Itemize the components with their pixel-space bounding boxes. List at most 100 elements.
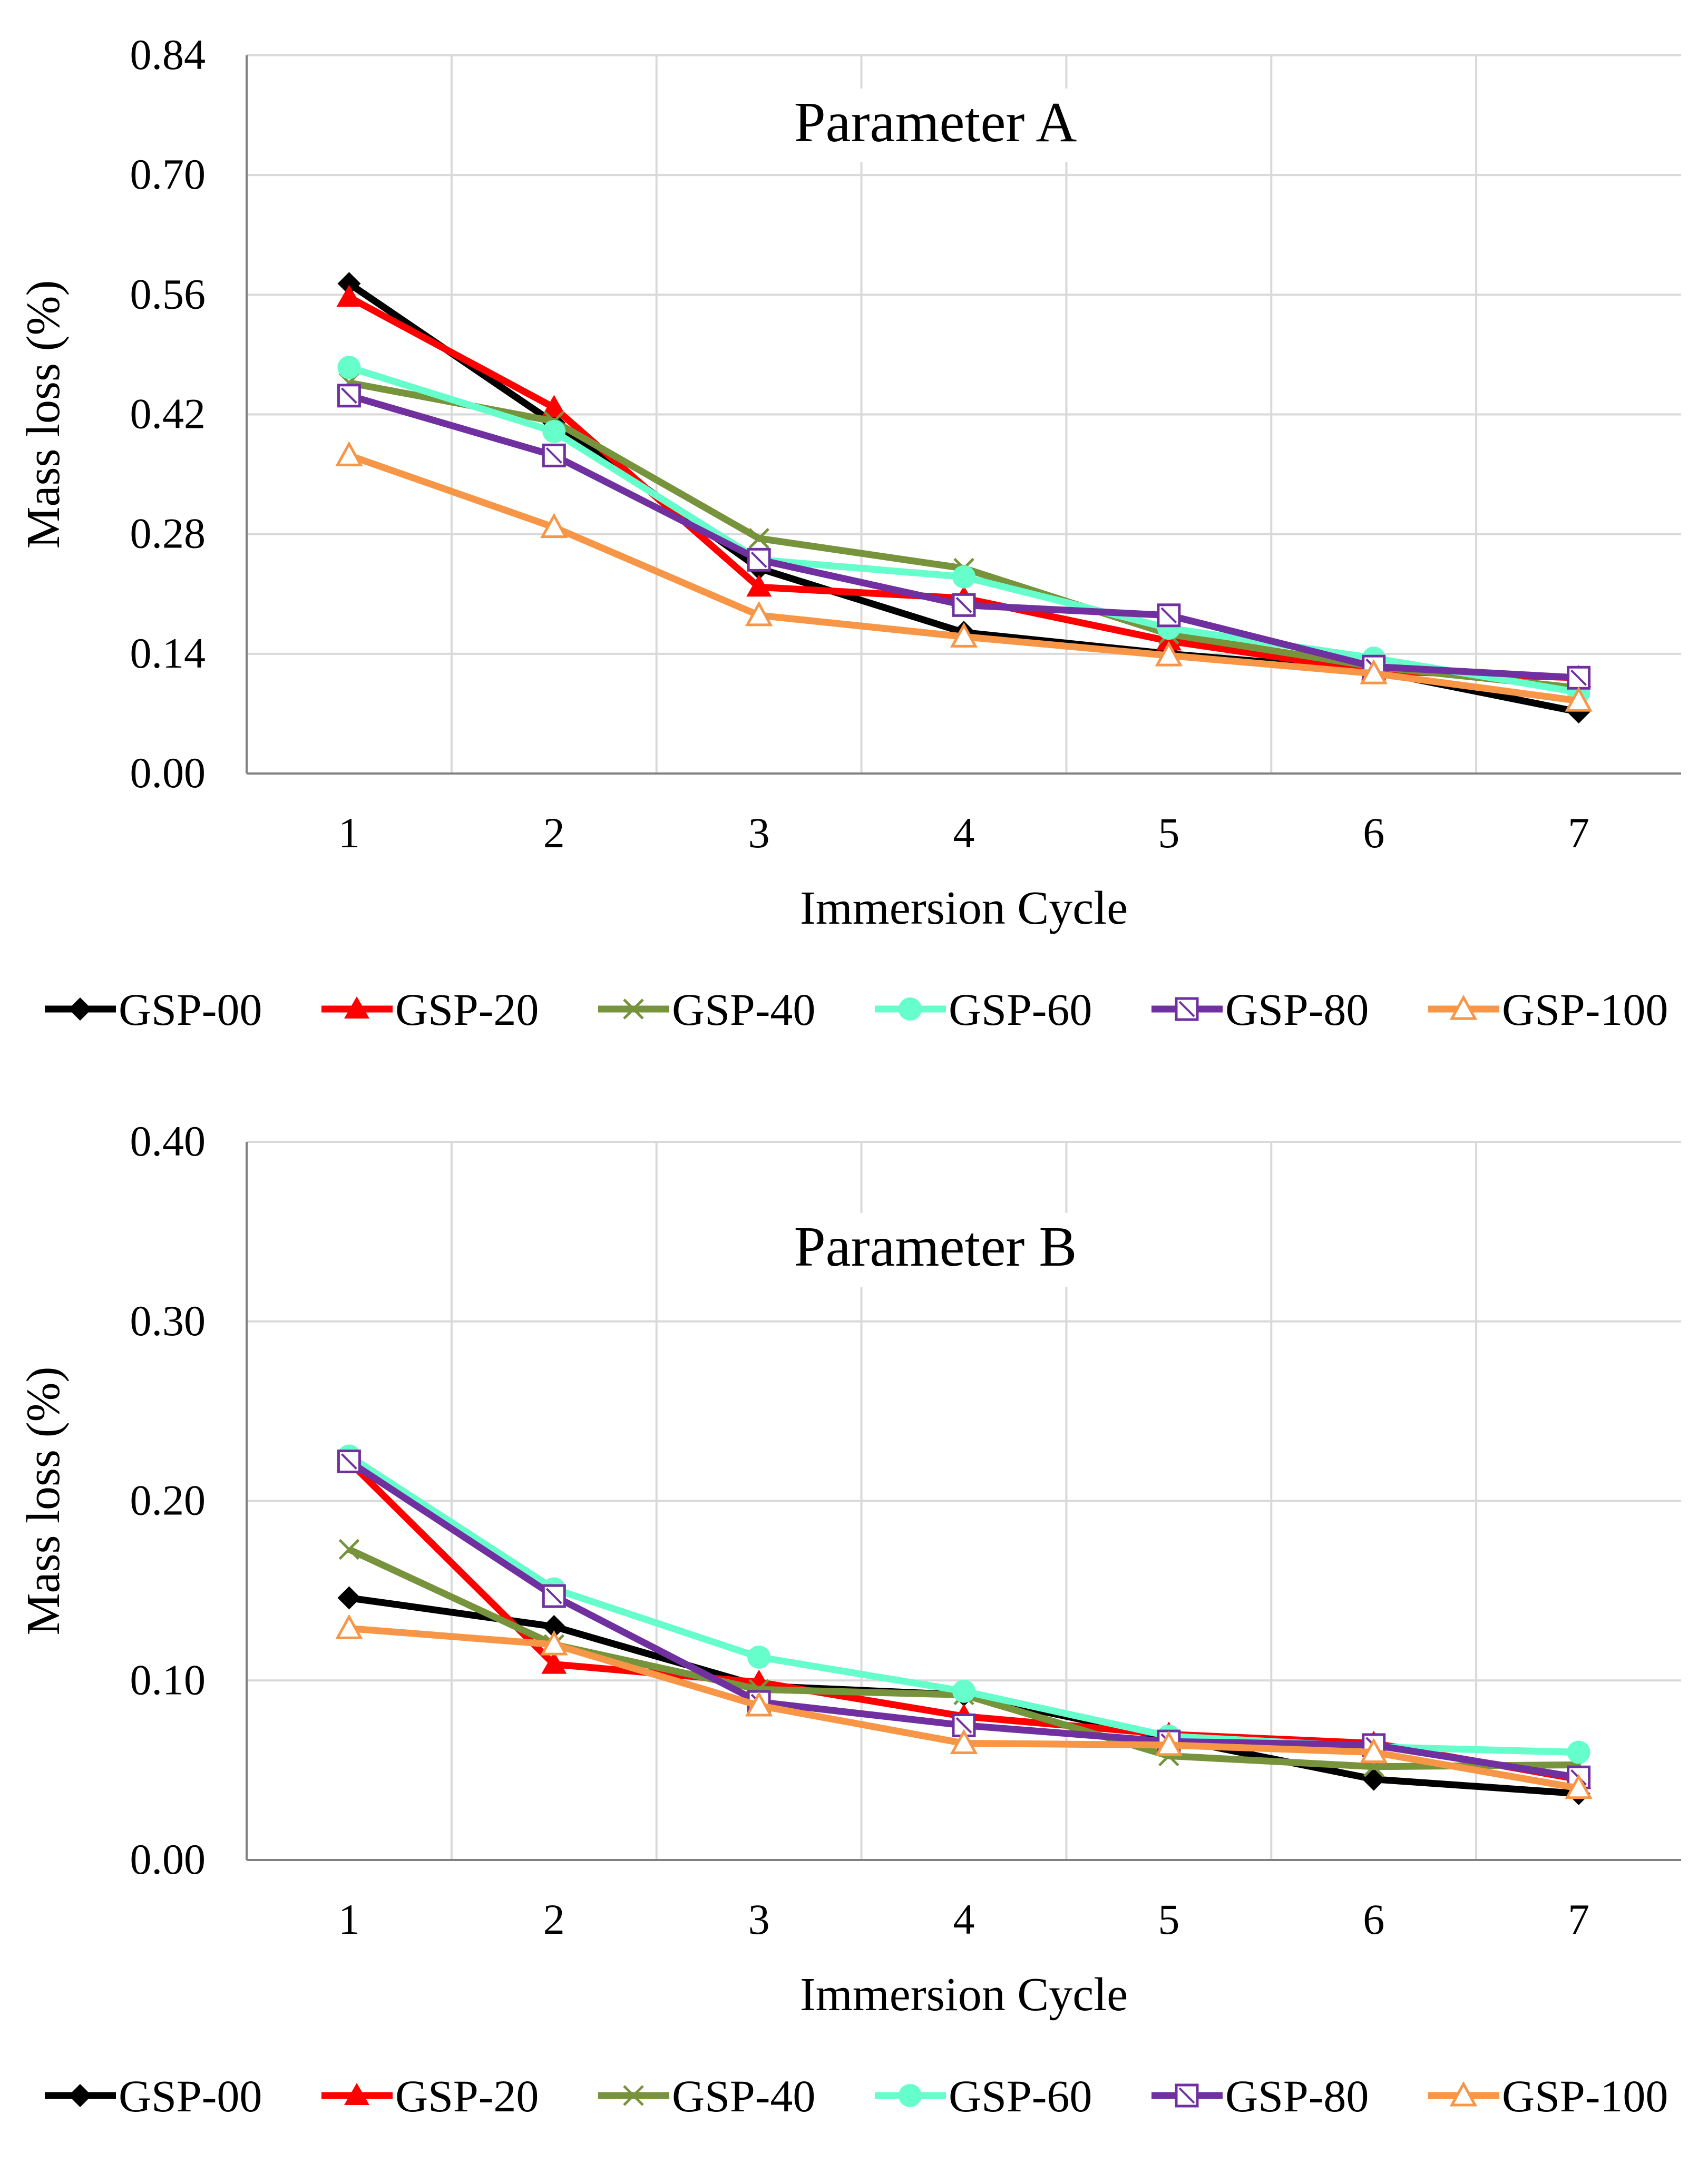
x-tick-label: 5	[1158, 1895, 1179, 1943]
legend-label: GSP-80	[1225, 2071, 1369, 2121]
chart-parameter-a: 0.00 0.14 0.28 0.42 0.56 0.70 0.84 1 2 3 4 5 6 7 Param…	[0, 0, 1708, 1086]
series-gsp-100	[335, 1614, 1593, 1799]
data-point	[746, 574, 772, 597]
chart-title: Parameter A	[794, 91, 1077, 154]
x-axis-label: Immersion Cycle	[800, 1969, 1128, 2021]
x-tick-label: 4	[953, 809, 975, 857]
data-point	[338, 1539, 360, 1560]
y-tick-label: 0.28	[130, 510, 206, 557]
x-tick-label: 6	[1363, 1895, 1384, 1943]
x-tick-label: 4	[953, 1895, 975, 1943]
legend-marker	[344, 2083, 369, 2105]
legend-item: GSP-60	[875, 2071, 1092, 2121]
x-tick-label: 7	[1568, 809, 1589, 857]
legend-item: GSP-80	[1151, 984, 1369, 1035]
legend-marker	[899, 997, 922, 1021]
legend-item: GSP-20	[321, 984, 539, 1035]
y-tick-label: 0.00	[130, 749, 206, 797]
data-point	[1360, 659, 1388, 684]
data-point	[950, 622, 978, 648]
data-point	[337, 356, 361, 379]
legend: GSP-00 GSP-20 GSP-40 GSP-60 GSP-80 GSP-100	[45, 2071, 1668, 2121]
data-point	[950, 1729, 978, 1755]
legend-marker	[899, 2084, 922, 2107]
data-point	[952, 1679, 975, 1703]
legend-marker	[69, 2084, 92, 2107]
data-point	[1567, 1740, 1590, 1764]
series-gsp-00	[337, 272, 1590, 724]
title-background	[727, 89, 1144, 162]
series-line	[347, 280, 1579, 716]
legend-label: GSP-60	[949, 984, 1092, 1035]
series-gsp-60	[337, 356, 1590, 704]
legend-item: GSP-60	[875, 984, 1092, 1035]
chart-svg-b: 0.00 0.10 0.20 0.30 0.40 1 2 3 4 5 6 7 Parameter B Im…	[17, 1117, 1681, 2121]
y-tick-label: 0.20	[130, 1476, 206, 1524]
data-point	[540, 1630, 568, 1656]
legend-label: GSP-80	[1225, 984, 1369, 1035]
data-point	[540, 513, 568, 539]
x-tick-label: 2	[543, 809, 565, 857]
legend-marker	[623, 2085, 644, 2106]
x-axis-label: Immersion Cycle	[800, 882, 1128, 934]
legend: GSP-00 GSP-20 GSP-40 GSP-60 GSP-80 GSP-100	[45, 984, 1668, 1035]
data-point	[542, 419, 566, 443]
data-point	[541, 1651, 567, 1674]
legend-label: GSP-00	[119, 984, 262, 1035]
data-point	[541, 395, 567, 417]
x-tick-label: 3	[748, 1895, 770, 1943]
data-point	[335, 441, 363, 466]
data-point	[337, 272, 361, 296]
legend-item: GSP-100	[1428, 984, 1668, 1035]
y-tick-label: 0.40	[130, 1117, 206, 1165]
data-point	[337, 1586, 361, 1610]
x-tick-label: 1	[338, 809, 360, 857]
data-point	[745, 1691, 773, 1717]
legend-label: GSP-100	[1502, 984, 1668, 1035]
data-point	[1565, 686, 1593, 712]
x-tick-label: 3	[748, 809, 770, 857]
x-tick-label: 7	[1568, 1895, 1589, 1943]
x-tick-label: 6	[1363, 809, 1384, 857]
x-tick-label: 5	[1158, 809, 1179, 857]
y-tick-label: 0.00	[130, 1835, 206, 1883]
data-point	[335, 1614, 363, 1639]
data-point	[1362, 1767, 1385, 1791]
legend-label: GSP-40	[672, 2071, 815, 2121]
legend-label: GSP-20	[395, 984, 539, 1035]
chart-svg-a: 0.00 0.14 0.28 0.42 0.56 0.70 0.84 1 2 3 4 5 6 7 Param…	[17, 31, 1681, 1035]
grid	[247, 54, 1681, 774]
legend-marker	[344, 996, 369, 1019]
series-gsp-100	[335, 441, 1593, 712]
data-point	[1155, 641, 1183, 667]
legend-marker	[69, 997, 92, 1021]
legend-label: GSP-00	[119, 2071, 262, 2121]
legend-item: GSP-100	[1428, 2071, 1668, 2121]
y-tick-label: 0.42	[130, 390, 206, 438]
legend-item: GSP-40	[598, 984, 815, 1035]
legend-label: GSP-40	[672, 984, 815, 1035]
legend-marker	[1449, 2081, 1478, 2107]
data-point	[1360, 1738, 1388, 1764]
data-point	[1155, 1730, 1183, 1756]
y-tick-label: 0.84	[130, 31, 206, 79]
legend-item: GSP-20	[321, 2071, 539, 2121]
legend-marker	[623, 999, 644, 1020]
y-tick-label: 0.30	[130, 1297, 206, 1345]
legend-label: GSP-100	[1502, 2071, 1668, 2121]
data-point	[1565, 1774, 1593, 1799]
y-axis-label: Mass loss (%)	[17, 1367, 70, 1636]
title-background	[727, 1213, 1144, 1287]
data-point	[336, 285, 362, 307]
legend-item: GSP-00	[45, 984, 262, 1035]
legend-marker	[1449, 994, 1478, 1020]
legend-label: GSP-60	[949, 2071, 1092, 2121]
y-tick-label: 0.70	[130, 150, 206, 198]
data-point	[745, 601, 773, 627]
x-tick-label: 2	[543, 1895, 565, 1943]
data-point	[748, 528, 769, 549]
data-point	[542, 1615, 566, 1639]
x-tick-label: 1	[338, 1895, 360, 1943]
chart-title: Parameter B	[794, 1216, 1077, 1278]
legend-item: GSP-40	[598, 2071, 815, 2121]
